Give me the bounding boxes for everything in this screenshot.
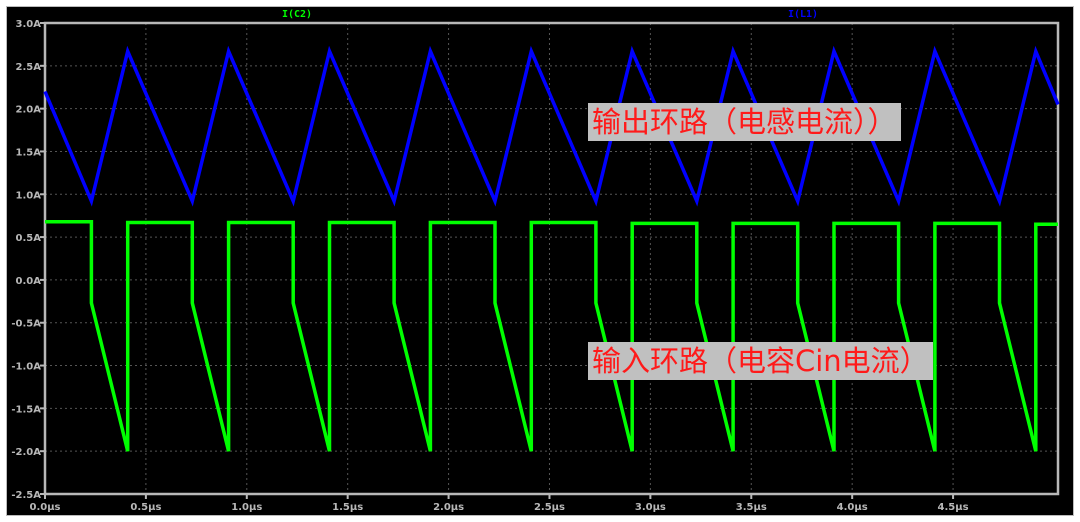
y-tick-label: 3.0A	[16, 19, 42, 30]
y-tick-label: 0.5A	[16, 233, 42, 244]
y-tick-label: -1.0A	[11, 362, 41, 373]
x-tick-label: 0.0µs	[29, 502, 60, 513]
x-tick-label: 3.0µs	[635, 502, 666, 513]
y-tick-label: 0.0A	[16, 276, 42, 287]
y-tick-label: -0.5A	[11, 319, 41, 330]
series-line-ic2	[45, 219, 1058, 452]
x-tick-label: 3.5µs	[736, 502, 767, 513]
y-tick-label: 1.5A	[16, 147, 42, 158]
y-tick-label: -1.5A	[11, 404, 41, 415]
y-tick-label: -2.5A	[11, 490, 41, 501]
y-tick-label: -2.0A	[11, 447, 41, 458]
x-tick-label: 4.5µs	[938, 502, 969, 513]
annotation-input-loop: 输入环路（电容Cin电流）	[588, 342, 933, 380]
legend-label: I(C2)	[282, 9, 312, 20]
annotation-output-loop: 输出环路（电感电流））	[588, 103, 901, 141]
plot-area-border	[43, 21, 1060, 496]
x-tick-label: 1.0µs	[231, 502, 262, 513]
y-tick-label: 2.0A	[16, 105, 42, 116]
y-tick-label: 2.5A	[16, 62, 42, 73]
x-tick-label: 2.5µs	[534, 502, 565, 513]
x-tick-label: 2.0µs	[433, 502, 464, 513]
x-tick-label: 0.5µs	[130, 502, 161, 513]
legend-label: I(L1)	[788, 9, 818, 20]
plot-window	[6, 6, 1074, 516]
y-tick-label: 1.0A	[16, 190, 42, 201]
x-tick-label: 1.5µs	[332, 502, 363, 513]
series-line-il1	[43, 45, 1060, 207]
x-tick-label: 4.0µs	[837, 502, 868, 513]
